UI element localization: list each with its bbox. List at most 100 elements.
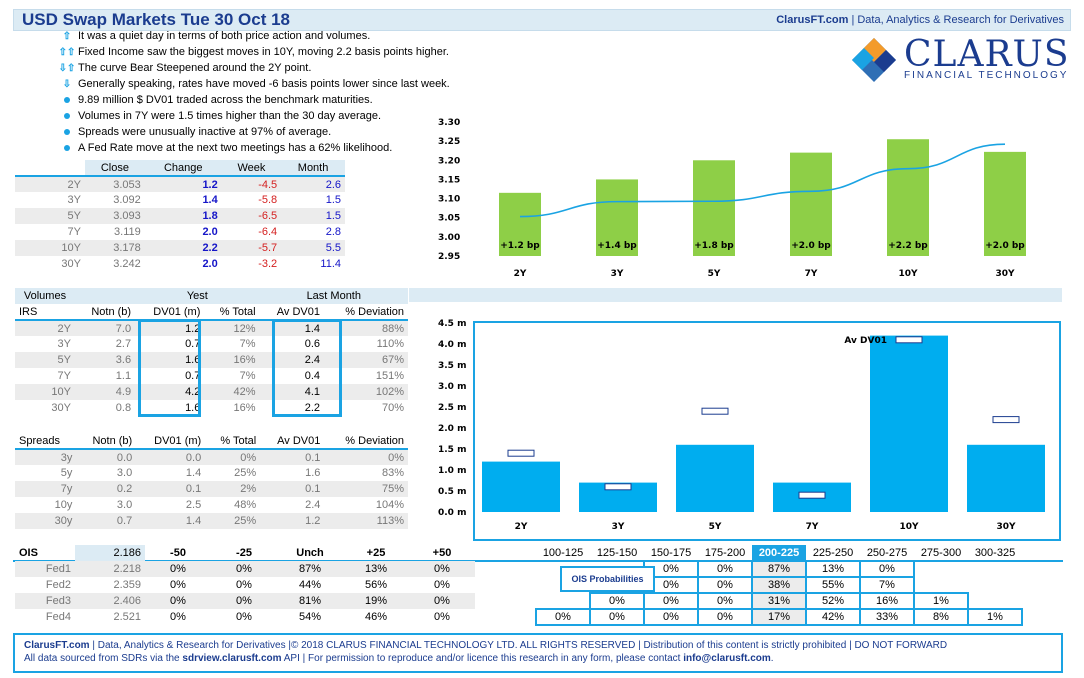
- week-value: -4.5: [221, 176, 282, 192]
- prob-cell: [968, 593, 1022, 609]
- week-value: -5.7: [221, 240, 282, 256]
- bar-label: +1.2 bp: [500, 241, 540, 251]
- ois-cell: 0%: [170, 579, 186, 591]
- ois-probabilities-label: OIS Probabilities: [560, 566, 655, 592]
- spreads-cell: 1.6: [305, 467, 321, 479]
- rates-table: Close Change Week Month 2Y 3.053 1.2 -4.5 2.6 3Y 3…: [15, 160, 345, 272]
- month-value: 2.8: [325, 226, 341, 238]
- email-link[interactable]: info@clarusft.com: [683, 653, 771, 664]
- prob-cell: 33%: [859, 608, 915, 626]
- volumes-cell: 110%: [376, 338, 404, 350]
- prob-cell: [968, 577, 1022, 593]
- bullet-text: It was a quiet day in terms of both pric…: [78, 30, 371, 42]
- tenor-label: 30Y: [61, 258, 81, 270]
- y-tick-label: 3.25: [438, 137, 460, 147]
- change-value: 1.4: [202, 194, 218, 206]
- ois-col-header: +50: [432, 547, 452, 559]
- volumes-cell: 12%: [204, 320, 260, 336]
- ois-table: OIS 2.186 -50 -25 Unch +25 +50 Fed1 2.218 0% 0% 87%…: [15, 545, 475, 625]
- spreads-cell: 0.1: [260, 481, 325, 497]
- x-tick-label: 7Y: [805, 269, 818, 279]
- volumes-col-header: Notn (b): [75, 304, 136, 321]
- ois-label: OIS: [19, 547, 38, 559]
- prob-cell: 55%: [805, 576, 861, 594]
- ois-col-header: +25: [366, 547, 386, 559]
- prob-cell: 0%: [535, 608, 591, 626]
- close-value: 3.092: [113, 194, 141, 206]
- ois-cell: 44%: [298, 579, 322, 591]
- prob-col-header: 250-275: [866, 546, 908, 559]
- bar-label: +2.0 bp: [985, 241, 1025, 251]
- volumes-header-bar: [409, 288, 1062, 302]
- week-value: -6.5: [221, 208, 282, 224]
- y-tick-label: 0.5 m: [438, 487, 466, 497]
- bullet-text: Fixed Income saw the biggest moves in 10…: [78, 46, 449, 58]
- y-tick-label: 2.5 m: [438, 403, 466, 413]
- spreads-cell: 1.4: [185, 467, 202, 479]
- prob-cell: 0%: [589, 592, 645, 610]
- footer-line-2: All data sourced from SDRs via the sdrvi…: [24, 653, 774, 664]
- volumes-cell: 67%: [324, 352, 408, 368]
- tenor-label: 3Y: [67, 194, 81, 206]
- bullet-dot-icon: [56, 95, 78, 106]
- prob-header-row: 100-125 125-150 150-175 175-200 200-225 225-2…: [536, 545, 1022, 561]
- tagline: | Data, Analytics & Research for Derivat…: [851, 14, 1064, 26]
- x-tick-label: 30Y: [995, 269, 1015, 279]
- sdrview-link[interactable]: sdrview.clarusft.com: [182, 653, 282, 664]
- spreads-cell: 75%: [324, 481, 408, 497]
- logo-subtext: FINANCIAL TECHNOLOGY: [904, 70, 1069, 81]
- ois-cell: 0%: [145, 561, 211, 577]
- rates-row: 2Y 3.053 1.2 -4.5 2.6: [15, 176, 345, 192]
- spreads-cell: 0%: [324, 449, 408, 465]
- spreads-cell: 113%: [324, 513, 408, 529]
- spreads-col-header: Av DV01: [260, 433, 325, 450]
- spreads-cell: 0%: [205, 449, 261, 465]
- prob-col-header: 275-300: [920, 547, 962, 559]
- y-tick-label: 2.95: [438, 252, 460, 262]
- close-value: 3.053: [85, 176, 145, 192]
- spreads-cell: 3.0: [116, 499, 133, 511]
- volumes-cell: 10Y: [15, 384, 75, 400]
- dv01-bar: [676, 444, 754, 512]
- volumes-cell: 3Y: [57, 338, 71, 350]
- volumes-cell: 42%: [204, 384, 260, 400]
- ois-row: Fed1 2.218 0% 0% 87% 13% 0%: [15, 561, 475, 577]
- prob-cell: 16%: [859, 592, 915, 610]
- volumes-row: 7Y 1.1 0.7 7% 0.4 151%: [15, 368, 408, 384]
- footer-site-link[interactable]: ClarusFT.com: [24, 640, 90, 651]
- ois-cell: Fed2: [45, 579, 71, 591]
- prob-row: 0% 0% 0% 0% 17% 42% 33% 8% 1%: [535, 608, 1023, 626]
- x-tick-label: 7Y: [806, 522, 819, 532]
- ois-divider: [13, 560, 1063, 562]
- spreads-cell: 0.2: [76, 481, 137, 497]
- prob-cell: 38%: [751, 576, 807, 594]
- volumes-cell: 70%: [381, 402, 404, 414]
- volumes-row: 5Y 3.6 1.6 16% 2.4 67%: [15, 352, 408, 368]
- summary-bullet: ⇧ It was a quiet day in terms of both pri…: [56, 30, 370, 42]
- rates-row: 30Y 3.242 2.0 -3.2 11.4: [15, 256, 345, 272]
- prob-cell: 0%: [697, 592, 753, 610]
- tenor-label: 5Y: [15, 208, 85, 224]
- week-value: -6.4: [258, 226, 278, 238]
- ois-cell: Fed1: [15, 561, 75, 577]
- volumes-cell: 5Y: [15, 352, 75, 368]
- prob-cell: 8%: [913, 608, 969, 626]
- ois-cell: 19%: [343, 593, 409, 609]
- y-tick-label: 4.5 m: [438, 319, 466, 329]
- volumes-cell: 7%: [239, 338, 256, 350]
- ois-cell: 2.359: [113, 579, 141, 591]
- volumes-cell: 7.0: [75, 320, 136, 336]
- site-link[interactable]: ClarusFT.com: [776, 14, 849, 26]
- ois-cell: 0%: [236, 611, 252, 623]
- volumes-cell: 2.2: [304, 402, 321, 414]
- bullet-dot-icon: [56, 111, 78, 122]
- spreads-cell: 3.0: [116, 467, 133, 479]
- volumes-col-header: Av DV01: [259, 304, 325, 321]
- header-brand: ClarusFT.com | Data, Analytics & Researc…: [776, 14, 1064, 26]
- bar-label: +2.0 bp: [791, 241, 831, 251]
- ois-cell: Fed3: [15, 593, 75, 609]
- prob-row: 0% 0% 87% 13% 0%: [536, 560, 1022, 578]
- volumes-cell: 7Y: [57, 370, 71, 382]
- rates-col-header: Week: [221, 160, 282, 177]
- change-value: 2.2: [144, 240, 222, 256]
